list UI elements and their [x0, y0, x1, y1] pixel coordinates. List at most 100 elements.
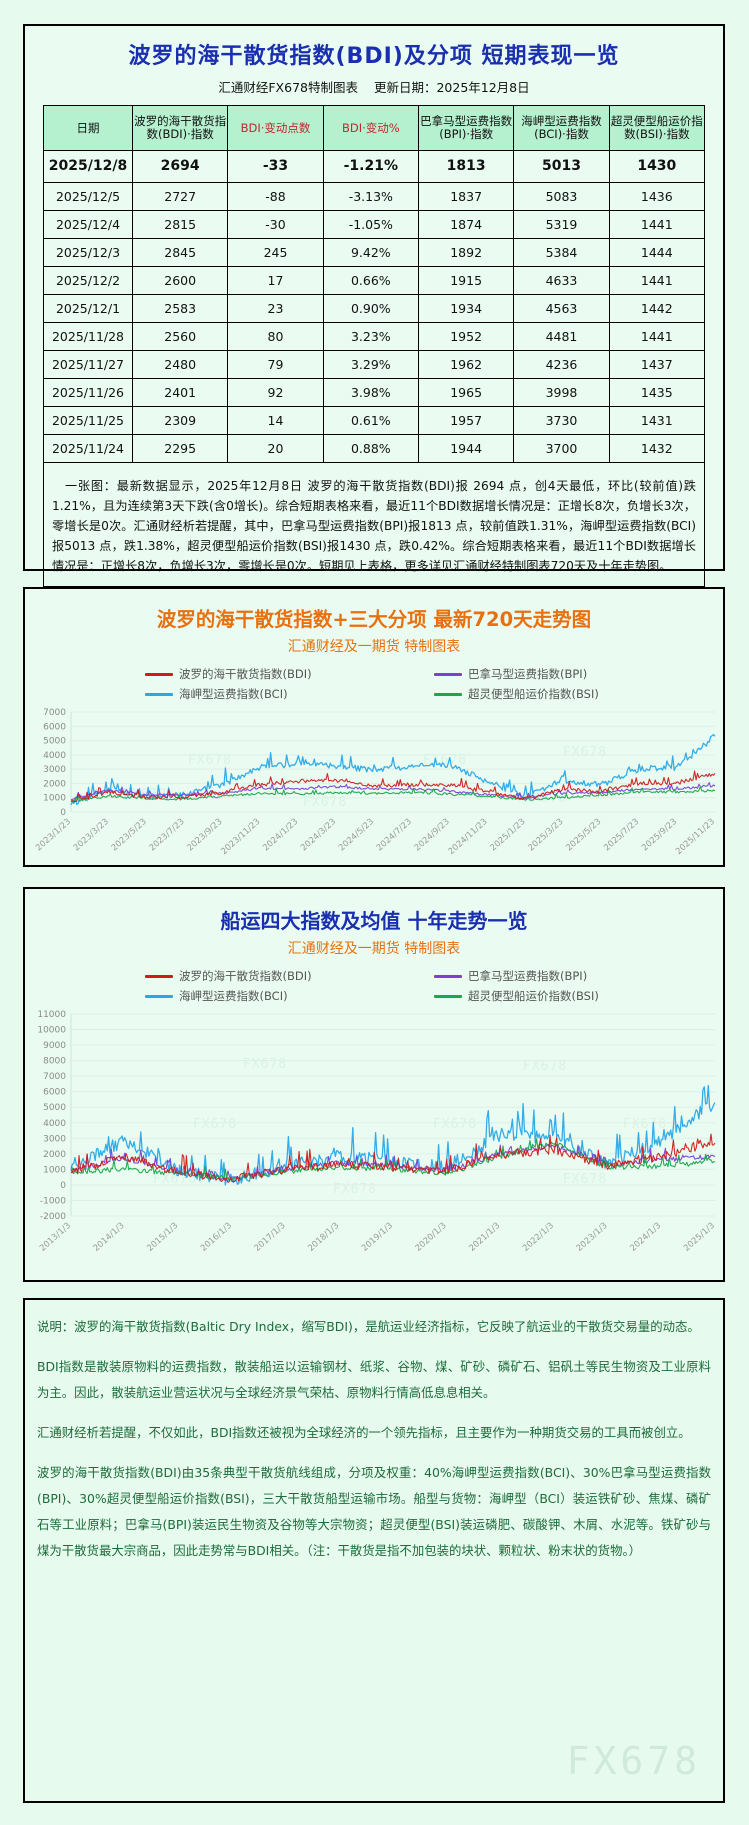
legend-item-bsi-2[interactable]: 超灵便型船运价指数(BSI) [374, 988, 663, 1004]
cell-bci: 4481 [513, 322, 610, 351]
table-row: 2025/12/3 2845 245 9.42% 1892 5384 1444 [43, 238, 706, 267]
svg-text:2013/1/3: 2013/1/3 [38, 1221, 73, 1254]
cell-bdi-change-pct: 9.42% [322, 238, 419, 267]
svg-text:5000: 5000 [43, 737, 66, 747]
cell-bdi-change-points: 20 [227, 434, 324, 463]
cell-bdi-change-pct: 0.90% [322, 294, 419, 323]
cell-bpi: 1915 [417, 266, 515, 295]
cell-bsi: 1432 [608, 434, 706, 463]
chart-720d-subtitle: 汇通财经及一期货 特制图表 [287, 639, 461, 655]
svg-text:2024/1/23: 2024/1/23 [261, 817, 300, 854]
legend-label-bdi: 波罗的海干散货指数(BDI) [179, 969, 312, 983]
table-row: 2025/12/4 2815 -30 -1.05% 1874 5319 1441 [43, 210, 706, 239]
cell-date: 2025/12/5 [43, 182, 133, 211]
cell-bdi: 2694 [131, 150, 229, 183]
table-source-label: 汇通财经FX678特制图表 [218, 80, 358, 95]
cell-bpi: 1957 [417, 406, 515, 435]
cell-bci: 3998 [513, 378, 610, 407]
bdi-data-table: 日期 波罗的海干散货指数(BDI)·指数 BDI·变动点数 BDI·变动% 巴拿… [43, 105, 706, 463]
cell-bsi: 1442 [608, 294, 706, 323]
legend-item-bdi-2[interactable]: 波罗的海干散货指数(BDI) [85, 968, 374, 984]
cell-bdi-change-pct: -1.05% [322, 210, 419, 239]
svg-text:11000: 11000 [37, 1010, 66, 1020]
explain-paragraph-3: 汇通财经析若提醒，不仅如此，BDI指数还被视为全球经济的一个领先指标，且主要作为… [37, 1425, 691, 1440]
table-row: 2025/11/24 2295 20 0.88% 1944 3700 1432 [43, 434, 706, 463]
table-row: 2025/12/1 2583 23 0.90% 1934 4563 1442 [43, 294, 706, 323]
legend-item-bsi[interactable]: 超灵便型船运价指数(BSI) [374, 686, 663, 702]
cell-bdi-change-points: 17 [227, 266, 324, 295]
cell-bdi-change-pct: 0.88% [322, 434, 419, 463]
explain-paragraph-1: 说明：波罗的海干散货指数(Baltic Dry Index，缩写BDI)，是航运… [37, 1319, 700, 1334]
cell-bsi: 1437 [608, 350, 706, 379]
table-update-date: 更新日期：2025年12月8日 [373, 80, 530, 95]
cell-bdi-change-points: 14 [227, 406, 324, 435]
legend-swatch-bci [145, 994, 173, 998]
chart-10y-card: 船运四大指数及均值 十年走势一览 汇通财经及一期货 特制图表 波罗的海干散货指数… [23, 887, 725, 1282]
svg-text:2024/7/23: 2024/7/23 [375, 817, 414, 854]
chart-10y-svg: -2000 -1000 0 1000 2000 3000 4000 5000 6000 7000 8… [37, 1010, 717, 1254]
svg-text:FX678: FX678 [623, 1117, 667, 1132]
cell-date: 2025/12/4 [43, 210, 133, 239]
cell-bdi: 2600 [131, 266, 229, 295]
svg-text:2015/1/3: 2015/1/3 [145, 1221, 180, 1254]
cell-bsi: 1441 [608, 322, 706, 351]
svg-text:5000: 5000 [43, 1103, 66, 1113]
cell-bdi: 2815 [131, 210, 229, 239]
cell-bdi: 2401 [131, 378, 229, 407]
table-summary-note: 一张图：最新数据显示，2025年12月8日 波罗的海干散货指数(BDI)报 26… [43, 463, 705, 587]
svg-text:2024/5/23: 2024/5/23 [337, 817, 376, 854]
cell-date: 2025/11/26 [43, 378, 133, 407]
chart-10y-title: 船运四大指数及均值 十年走势一览 [220, 909, 528, 933]
legend-swatch-bsi [434, 692, 462, 696]
svg-text:1000: 1000 [43, 794, 66, 804]
legend-label-bpi: 巴拿马型运费指数(BPI) [468, 969, 588, 983]
chart-720d-card: 波罗的海干散货指数+三大分项 最新720天走势图 汇通财经及一期货 特制图表 波… [23, 587, 725, 867]
svg-text:0: 0 [60, 808, 66, 818]
svg-text:2022/1/3: 2022/1/3 [521, 1221, 556, 1254]
cell-bpi: 1892 [417, 238, 515, 267]
cell-date: 2025/11/27 [43, 350, 133, 379]
svg-text:10000: 10000 [37, 1026, 66, 1036]
legend-swatch-bpi [434, 672, 462, 676]
col-header-bdi: 波罗的海干散货指数(BDI)·指数 [131, 105, 229, 151]
legend-item-bci-2[interactable]: 海岬型运费指数(BCI) [85, 988, 374, 1004]
legend-label-bpi: 巴拿马型运费指数(BPI) [468, 667, 588, 681]
svg-text:2025/11/23: 2025/11/23 [674, 817, 717, 856]
legend-item-bpi-2[interactable]: 巴拿马型运费指数(BPI) [374, 968, 663, 984]
cell-bdi-change-points: 79 [227, 350, 324, 379]
cell-bsi: 1435 [608, 378, 706, 407]
table-row: 2025/11/25 2309 14 0.61% 1957 3730 1431 [43, 406, 706, 435]
table-subtitle: 汇通财经FX678特制图表 更新日期：2025年12月8日 [25, 70, 723, 105]
page-title: 波罗的海干散货指数(BDI)及分项 短期表现一览 [128, 44, 620, 69]
svg-text:FX678: FX678 [188, 753, 232, 768]
svg-text:FX678: FX678 [563, 745, 607, 760]
svg-text:2024/9/23: 2024/9/23 [413, 817, 452, 854]
table-row: 2025/12/8 2694 -33 -1.21% 1813 5013 1430 [43, 150, 706, 183]
svg-text:2014/1/3: 2014/1/3 [92, 1221, 127, 1254]
svg-text:2020/1/3: 2020/1/3 [414, 1221, 449, 1254]
svg-text:6000: 6000 [43, 722, 66, 732]
svg-text:7000: 7000 [43, 1072, 66, 1082]
legend-label-bsi: 超灵便型船运价指数(BSI) [468, 989, 599, 1003]
chart-720d-plot-area: 0 1000 2000 3000 4000 5000 6000 7000 FX678 FX678 F… [25, 706, 723, 856]
svg-text:2025/7/23: 2025/7/23 [602, 817, 641, 854]
legend-item-bci[interactable]: 海岬型运费指数(BCI) [85, 686, 374, 702]
chart-10y-subtitle: 汇通财经及一期货 特制图表 [287, 941, 461, 957]
cell-date: 2025/12/2 [43, 266, 133, 295]
svg-text:2025/9/23: 2025/9/23 [640, 817, 679, 854]
legend-label-bci: 海岬型运费指数(BCI) [179, 989, 288, 1003]
svg-text:FX678: FX678 [523, 1059, 567, 1074]
svg-text:2025/1/3: 2025/1/3 [682, 1221, 717, 1254]
cell-bdi-change-pct: 3.23% [322, 322, 419, 351]
svg-text:FX678: FX678 [193, 1117, 237, 1132]
legend-item-bpi[interactable]: 巴拿马型运费指数(BPI) [374, 666, 663, 682]
cell-bci: 3730 [513, 406, 610, 435]
table-header-row: 日期 波罗的海干散货指数(BDI)·指数 BDI·变动点数 BDI·变动% 巴拿… [43, 105, 706, 151]
cell-bdi-change-pct: 0.61% [322, 406, 419, 435]
svg-text:2025/5/23: 2025/5/23 [564, 817, 603, 854]
cell-bdi-change-pct: 3.29% [322, 350, 419, 379]
svg-text:2023/5/23: 2023/5/23 [110, 817, 149, 854]
cell-bdi-change-points: 80 [227, 322, 324, 351]
legend-item-bdi[interactable]: 波罗的海干散货指数(BDI) [85, 666, 374, 682]
